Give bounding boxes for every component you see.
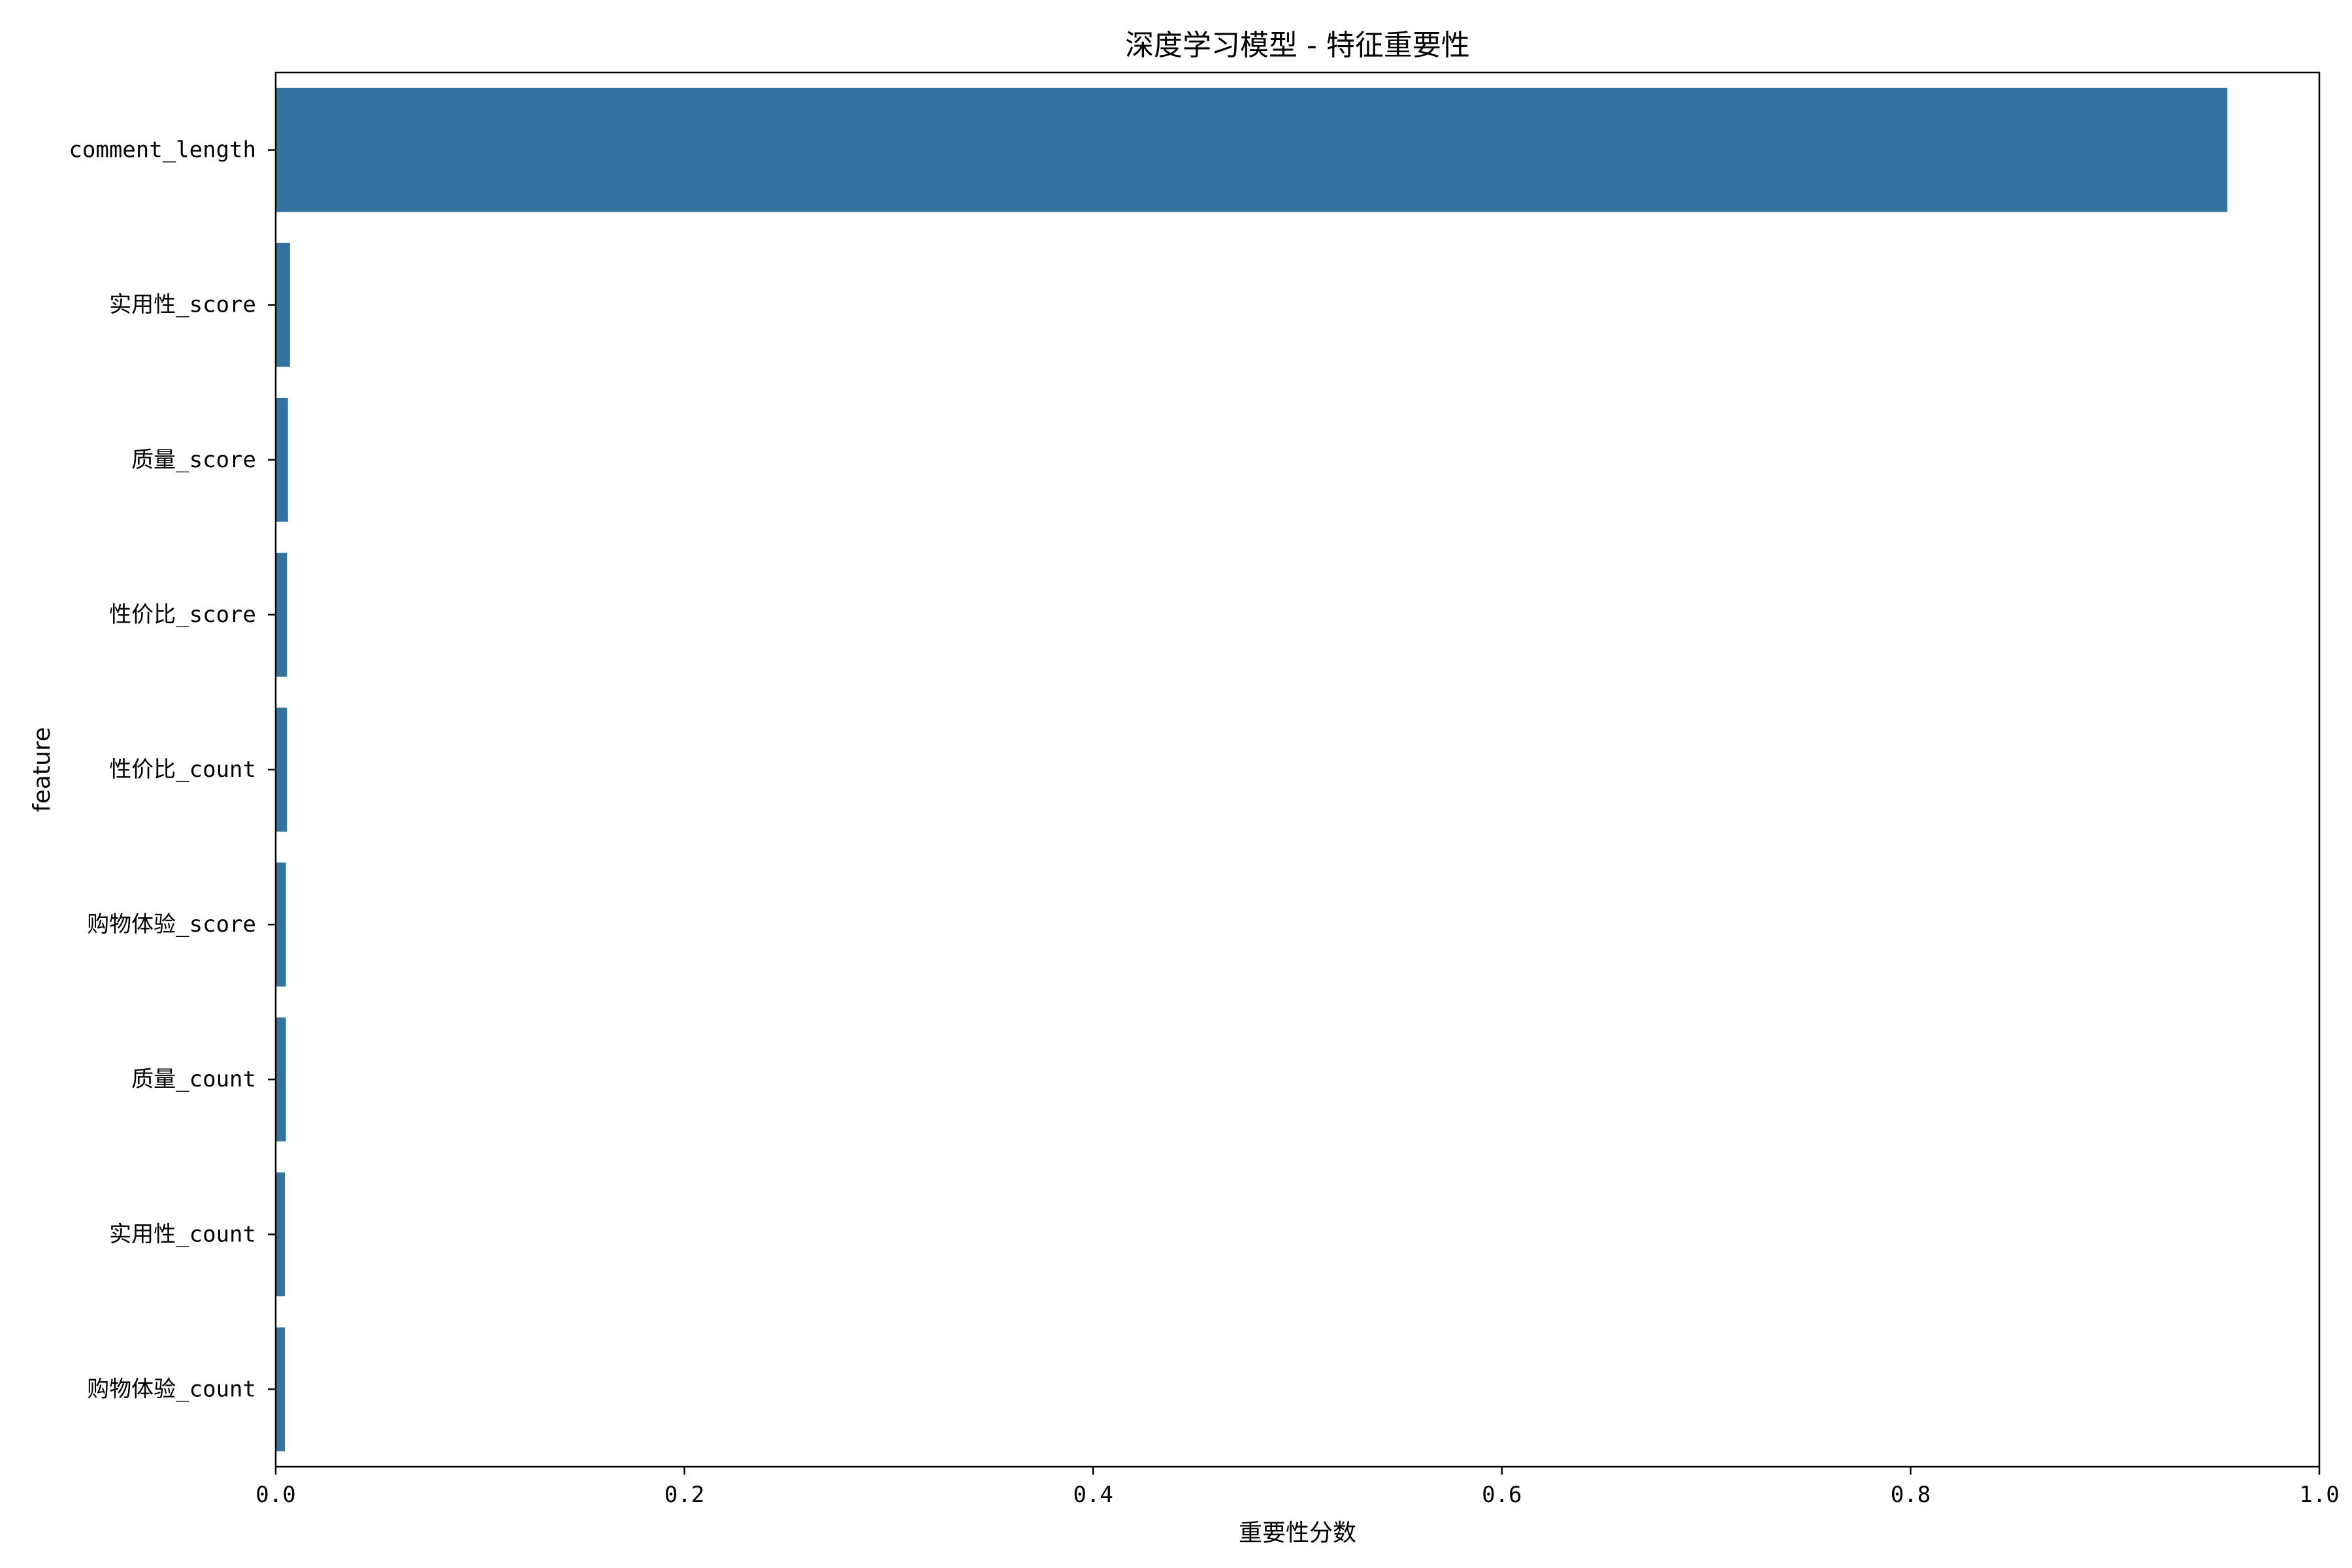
bar-1 xyxy=(276,242,290,367)
chart-title: 深度学习模型 - 特征重要性 xyxy=(1125,29,1470,62)
x-tick-label: 0.6 xyxy=(1482,1482,1522,1508)
y-tick-label: comment_length xyxy=(69,137,256,163)
bar-2 xyxy=(276,397,288,522)
x-tick-label: 0.8 xyxy=(1891,1482,1931,1508)
y-tick-label: 性价比_score xyxy=(109,602,256,628)
bar-6 xyxy=(276,1017,286,1142)
y-tick-label: 购物体验_count xyxy=(87,1376,256,1402)
y-tick-label: 性价比_count xyxy=(109,757,256,783)
bar-8 xyxy=(276,1327,286,1452)
x-ticks-layer: 0.0 0.2 0.4 0.6 0.8 1.0 xyxy=(255,1467,2340,1508)
y-tick-label: 质量_score xyxy=(131,447,256,473)
bars-layer xyxy=(276,88,2228,1452)
y-tick-label: 质量_count xyxy=(131,1066,256,1092)
x-tick-label: 0.2 xyxy=(664,1482,704,1508)
x-tick-label: 1.0 xyxy=(2299,1482,2339,1508)
y-tick-label: 实用性_count xyxy=(109,1221,256,1247)
x-tick-label: 0.4 xyxy=(1073,1482,1113,1508)
bar-3 xyxy=(276,553,287,677)
y-ticks-layer: comment_length 实用性_score 质量_score 性价比_score… xyxy=(69,137,276,1402)
x-tick-label: 0.0 xyxy=(255,1482,295,1508)
y-tick-label: 购物体验_score xyxy=(87,911,256,938)
bar-0 xyxy=(276,88,2228,212)
plot-frame xyxy=(274,71,2321,1468)
y-axis-label: feature xyxy=(29,727,56,812)
x-axis-label: 重要性分数 xyxy=(1239,1520,1356,1546)
bar-5 xyxy=(276,862,286,987)
bar-4 xyxy=(276,708,287,832)
bar-7 xyxy=(276,1172,286,1297)
y-tick-label: 实用性_score xyxy=(109,292,256,318)
